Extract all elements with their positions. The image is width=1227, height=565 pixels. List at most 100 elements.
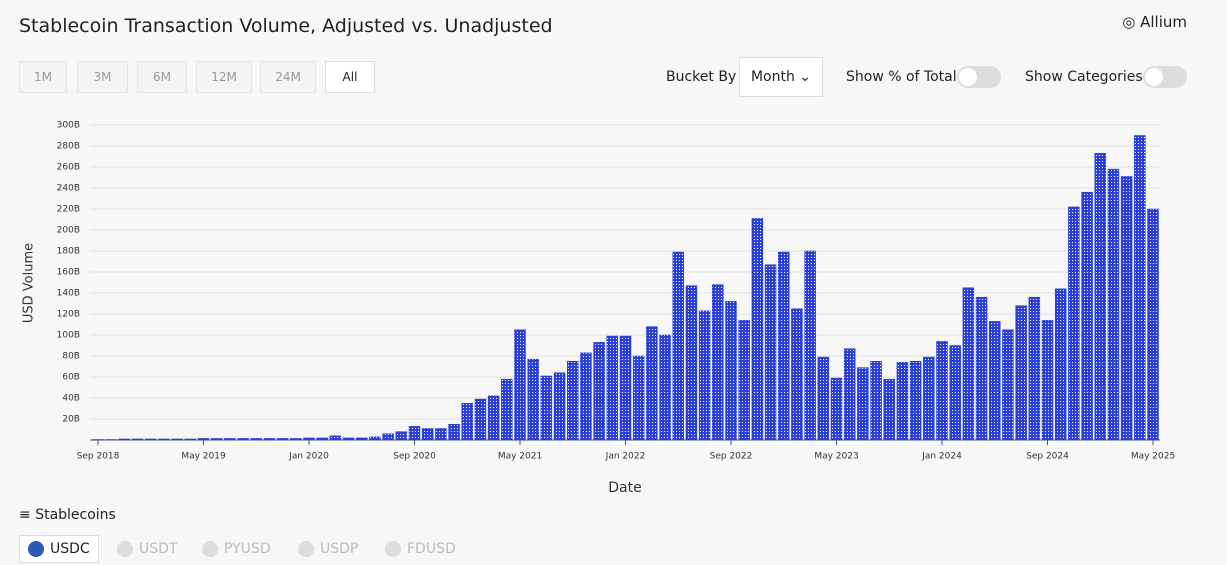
bar xyxy=(791,308,803,441)
bar xyxy=(118,438,131,441)
bar xyxy=(92,439,104,441)
bar xyxy=(197,438,210,441)
bar xyxy=(764,264,777,441)
bar xyxy=(448,424,460,441)
bar xyxy=(421,428,434,441)
bar xyxy=(1094,153,1106,441)
bar xyxy=(250,438,262,441)
bar xyxy=(342,437,355,441)
bar xyxy=(303,437,315,441)
bar xyxy=(487,395,500,441)
bucket-select[interactable]: Month ⌄ xyxy=(739,57,823,97)
bar xyxy=(1107,168,1120,441)
bar xyxy=(514,329,526,441)
bar xyxy=(369,436,381,441)
bar xyxy=(1134,135,1146,441)
bar xyxy=(949,345,961,441)
bar xyxy=(1068,206,1080,441)
x-tick-label: Jan 2024 xyxy=(921,452,962,462)
title: Stablecoin Transaction Volume, Adjusted … xyxy=(19,15,553,37)
bar xyxy=(830,377,843,441)
bar xyxy=(276,438,289,441)
y-tick-label: 200B xyxy=(57,226,80,236)
y-tick-label: 260B xyxy=(57,163,80,173)
bar xyxy=(936,341,948,441)
bar xyxy=(817,356,830,441)
bar xyxy=(1015,305,1027,441)
bar xyxy=(593,342,605,441)
x-tick-label: May 2021 xyxy=(498,452,542,462)
legend-title: ≡ Stablecoins xyxy=(19,507,116,523)
toggle[interactable] xyxy=(1143,66,1187,88)
bar xyxy=(1054,288,1067,441)
legend-chip[interactable]: FDUSD xyxy=(377,535,464,563)
toggle-label: Show Categories xyxy=(1025,69,1143,85)
bar xyxy=(224,438,236,441)
x-tick-label: Jan 2020 xyxy=(288,452,329,462)
y-tick-label: 140B xyxy=(57,289,80,299)
chip-label: FDUSD xyxy=(407,541,456,557)
legend-chip[interactable]: USDT xyxy=(109,535,185,563)
y-tick-label: 220B xyxy=(57,205,80,215)
chip-icon xyxy=(28,541,44,557)
bucket-label: Bucket By xyxy=(666,69,737,85)
y-tick-label: 20B xyxy=(62,415,80,425)
bar xyxy=(316,437,328,441)
x-tick-label: Sep 2024 xyxy=(1026,452,1069,462)
bar xyxy=(870,361,882,441)
bar xyxy=(843,348,856,441)
x-tick-label: May 2023 xyxy=(814,452,858,462)
bar xyxy=(909,361,922,441)
brand-name: Allium xyxy=(1140,13,1187,31)
range-button[interactable]: 24M xyxy=(260,61,316,93)
y-tick-label: 180B xyxy=(57,247,80,257)
bar xyxy=(382,433,394,441)
range-button[interactable]: All xyxy=(325,61,375,93)
x-tick-label: Jan 2022 xyxy=(605,452,646,462)
bar xyxy=(580,352,592,441)
bar xyxy=(712,284,724,441)
chip-icon xyxy=(202,541,218,557)
bar xyxy=(145,438,157,441)
legend-chip[interactable]: USDC xyxy=(19,535,99,563)
bar xyxy=(619,335,632,441)
y-tick-label: 160B xyxy=(57,268,80,278)
range-button[interactable]: 12M xyxy=(196,61,252,93)
bar xyxy=(567,361,579,441)
bar xyxy=(395,431,408,441)
range-button[interactable]: 3M xyxy=(77,61,128,93)
bar xyxy=(923,356,935,441)
bar xyxy=(408,426,421,441)
chip-label: USDT xyxy=(139,541,178,557)
bar xyxy=(501,378,513,441)
toggle[interactable] xyxy=(957,66,1001,88)
y-tick-label: 120B xyxy=(57,310,80,320)
bar xyxy=(435,428,447,441)
bar xyxy=(131,438,144,441)
legend-title-text: Stablecoins xyxy=(35,507,116,523)
toggle-label: Show % of Total xyxy=(846,69,957,85)
bar xyxy=(883,378,895,441)
x-axis-label: Date xyxy=(608,480,641,496)
chip-icon xyxy=(298,541,314,557)
bar xyxy=(725,301,737,441)
y-tick-label: 60B xyxy=(62,373,80,383)
bar xyxy=(738,320,750,441)
bar xyxy=(659,334,671,441)
bar xyxy=(105,439,117,441)
y-tick-label: 80B xyxy=(62,352,80,362)
x-tick-label: Sep 2020 xyxy=(393,452,436,462)
bucket-value: Month xyxy=(750,69,795,85)
chip-icon xyxy=(117,541,133,557)
bar xyxy=(962,287,975,441)
y-tick-label: 100B xyxy=(57,331,80,341)
bar xyxy=(606,335,619,441)
range-button[interactable]: 6M xyxy=(137,61,187,93)
bar xyxy=(804,250,816,441)
legend-chip[interactable]: PYUSD xyxy=(194,535,279,563)
legend-chip[interactable]: USDP xyxy=(290,535,366,563)
chart: USD Volume Date 20B 40B 60B 80B 100B 120B 140B… xyxy=(22,121,1176,497)
bar xyxy=(646,326,658,441)
range-button[interactable]: 1M xyxy=(19,61,67,93)
